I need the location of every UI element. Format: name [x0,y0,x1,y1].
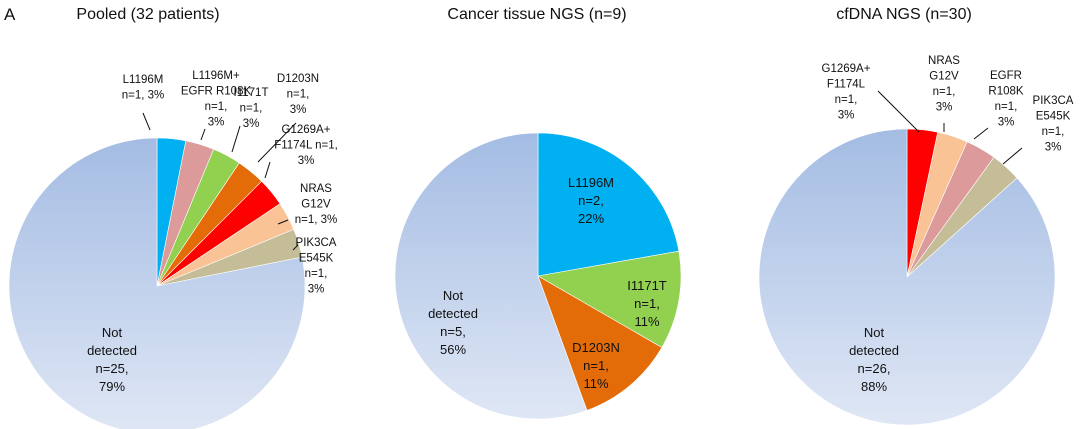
leader-line-cfdna-egfr-r108k [973,127,989,140]
data-label-cfdna-egfr-r108k: EGFR R108K n=1, 3% [988,70,1023,129]
pie-slice-pooled-not-detected [8,137,306,429]
data-label-cfdna-not-detected: Not detected n=26, 88% [849,325,899,394]
leader-line-pooled-l1196m [142,112,151,131]
data-label-pooled-not-detected: Not detected n=25, 79% [87,325,137,394]
pie-slice-tissue-d1203n [537,275,663,411]
data-label-pooled-l1196m-egfr-r108k: L1196M+ EGFR R108K n=1, 3% [181,70,252,129]
data-label-cfdna-nras-g12v: NRAS G12V n=1, 3% [928,55,960,114]
leader-line-pooled-nras-g12v [277,219,289,225]
data-label-cfdna-g1269a-f1174l: G1269A+ F1174L n=1, 3% [822,63,871,122]
data-label-tissue-not-detected: Not detected n=5, 56% [428,288,478,357]
leader-line-pooled-g1269a-f1174l [264,161,271,179]
pie-slice-tissue-l1196m [537,132,680,277]
leader-line-cfdna-pik3ca-e545k [1002,147,1023,165]
leader-line-pooled-i1171t [231,125,241,153]
panel-label: A [4,5,16,24]
data-label-cfdna-pik3ca-e545k: PIK3CA E545K n=1, 3% [1033,95,1074,154]
data-label-pooled-i1171t: I1171T n=1, 3% [234,87,269,130]
pie-pooled: L1196M n=1, 3% L1196M+ EGFR R108K n=1, 3%I117… [8,70,338,429]
pie-slice-cfdna-not-detected [758,128,1056,426]
data-label-tissue-i1171t: I1171T n=1, 11% [627,278,667,329]
data-label-pooled-l1196m: L1196M n=1, 3% [122,74,165,102]
pie-slice-tissue-not-detected [394,132,588,420]
chart-title-pooled: Pooled (32 patients) [76,6,219,23]
leader-line-cfdna-g1269a-f1174l [877,90,920,133]
chart-title-cfdna: cfDNA NGS (n=30) [836,6,972,23]
data-label-pooled-nras-g12v: NRAS G12V n=1, 3% [295,183,338,226]
data-label-tissue-d1203n: D1203N n=1, 11% [572,340,620,391]
leader-line-pooled-d1203n [257,122,297,163]
data-label-pooled-pik3ca-e545k: PIK3CA E545K n=1, 3% [296,237,337,296]
chart-title-tissue: Cancer tissue NGS (n=9) [447,6,626,23]
pie-slice-tissue-i1171t [537,250,682,348]
data-label-tissue-l1196m: L1196M n=2, 22% [568,175,614,226]
pie-cancer-tissue: L1196M n=2, 22% I1171T n=1, 11%D1203N n=1, 11% N… [394,132,682,420]
leader-line-pooled-pik3ca-e545k [292,244,299,251]
data-label-pooled-d1203n: D1203N n=1, 3% [277,73,319,116]
leader-line-pooled-l1196m-egfr-r108k [200,128,206,141]
pie-cfdna: G1269A+ F1174L n=1, 3% NRAS G12V n=1, 3% EGFR R10… [758,55,1074,426]
data-label-pooled-g1269a-f1174l: G1269A+ F1174L n=1, 3% [274,124,338,167]
